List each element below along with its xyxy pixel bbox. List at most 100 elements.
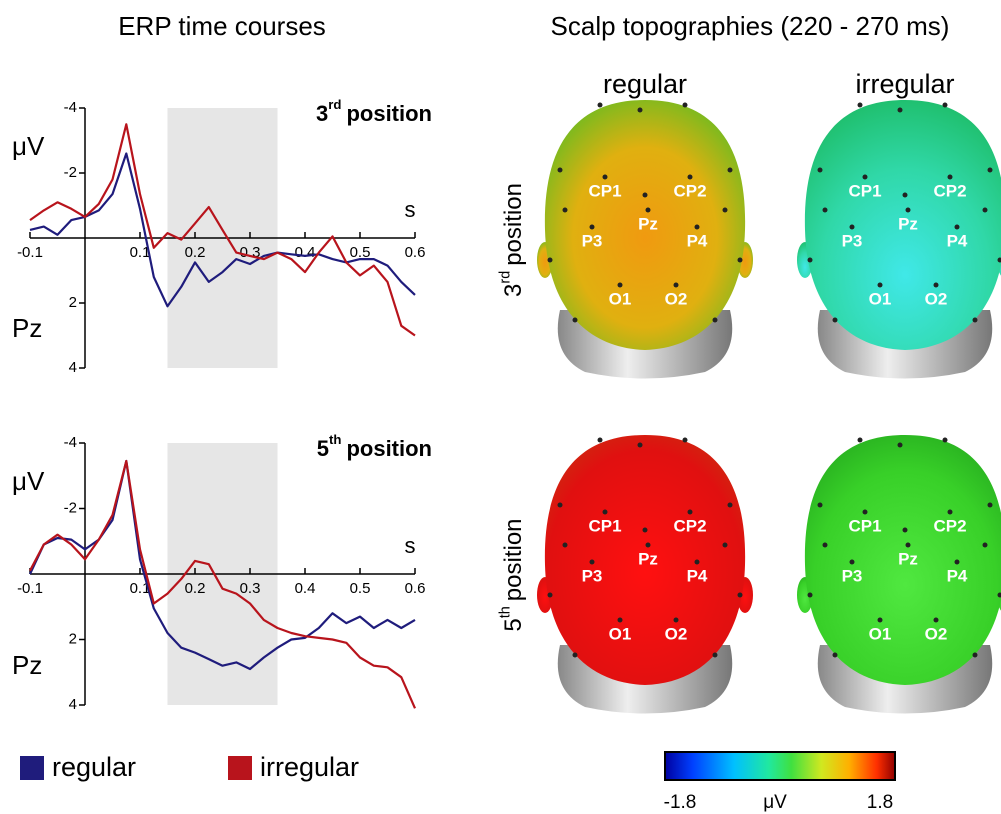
electrode-dot [988,503,993,508]
electrode-label: O2 [665,624,688,643]
electrode-label: P4 [687,231,708,250]
electrode-dot [695,225,700,230]
electrode-label: P3 [582,231,603,250]
electrode-label: O2 [925,624,948,643]
column-label: regular [603,69,687,99]
electrode-dot [808,258,813,263]
electrode-dot [903,528,908,533]
electrode-dot [948,510,953,515]
electrode-label: O1 [609,624,632,643]
x-tick-label: 0.5 [350,580,371,597]
row-label-text: position [500,183,527,266]
electrode-dot [898,108,903,113]
electrode-dot [906,208,911,213]
electrode-dot [646,543,651,548]
y-tick-label: -4 [64,434,77,451]
electrode-label: CP1 [588,181,621,200]
electrode-dot [695,560,700,565]
electrode-label: P4 [947,566,968,585]
x-tick-label: 0.2 [185,580,206,597]
electrode-dot [558,168,563,173]
electrode-dot [738,593,743,598]
electrode-dot [713,653,718,658]
electrode-dot [934,618,939,623]
electrode-label: O2 [925,289,948,308]
electrode-dot [973,653,978,658]
row-label: 5th position [497,518,527,631]
electrode-dot [598,438,603,443]
colorbar-unit: μV [763,792,787,813]
electrode-dot [728,503,733,508]
electrode-dot [548,258,553,263]
electrode-dot [863,510,868,515]
electrode-dot [603,175,608,180]
electrode-dot [823,543,828,548]
electrode-label: O2 [665,289,688,308]
electrode-dot [643,528,648,533]
row-label-sup: rd [497,271,513,284]
colorbar [665,752,895,780]
x-tick-label: 0.6 [405,580,426,597]
electrode-dot [646,208,651,213]
electrode-dot [738,258,743,263]
row-label: 3rdposition [497,183,527,297]
electrode-dot [643,193,648,198]
electrode-dot [818,168,823,173]
electrode-dot [833,318,838,323]
electrode-dot [943,103,948,108]
electrode-dot [638,108,643,113]
electrode-dot [858,103,863,108]
electrode-dot [563,208,568,213]
electrode-dot [674,283,679,288]
electrode-dot [818,503,823,508]
electrode-dot [590,225,595,230]
row-label-number: 5 [500,618,527,631]
electrode-label: CP1 [588,516,621,535]
x-tick-label: -0.1 [17,580,43,597]
electrode-dot [548,593,553,598]
electrode-dot [618,618,623,623]
legend-swatch [228,756,252,780]
electrode-dot [674,618,679,623]
y-tick-label: 4 [69,359,77,376]
electrode-dot [955,225,960,230]
electrode-dot [878,618,883,623]
y-tick-label: -2 [64,164,77,181]
electrode-dot [808,593,813,598]
electrode-dot [688,510,693,515]
electrode-dot [573,653,578,658]
legend-label: regular [52,752,136,782]
electrode-label: CP1 [848,516,881,535]
electrode-dot [558,503,563,508]
row-label-sup: th [497,606,513,618]
electrode-label: CP2 [933,516,966,535]
electrode-dot [618,283,623,288]
electrode-dot [688,175,693,180]
electrode-label: CP2 [933,181,966,200]
electrode-dot [638,443,643,448]
x-tick-label: 0.2 [185,244,206,261]
electrode-dot [850,225,855,230]
electrode-dot [973,318,978,323]
row-label-text: position [500,518,527,601]
electrode-dot [723,208,728,213]
y-axis-label: μV [12,131,45,161]
position-annotation-sup: rd [328,98,341,113]
electrode-dot [863,175,868,180]
electrode-dot [934,283,939,288]
electrode-dot [590,560,595,565]
electrode-label: P4 [947,231,968,250]
electrode-label: P3 [842,566,863,585]
position-annotation-number: 5 [317,436,329,461]
electrode-dot [983,543,988,548]
legend-label: irregular [260,752,359,782]
electrode-dot [723,543,728,548]
x-axis-label: s [405,533,416,558]
electrode-dot [878,283,883,288]
electrode-label: CP1 [848,181,881,200]
electrode-dot [858,438,863,443]
electrode-dot [823,208,828,213]
electrode-dot [683,103,688,108]
electrode-dot [943,438,948,443]
